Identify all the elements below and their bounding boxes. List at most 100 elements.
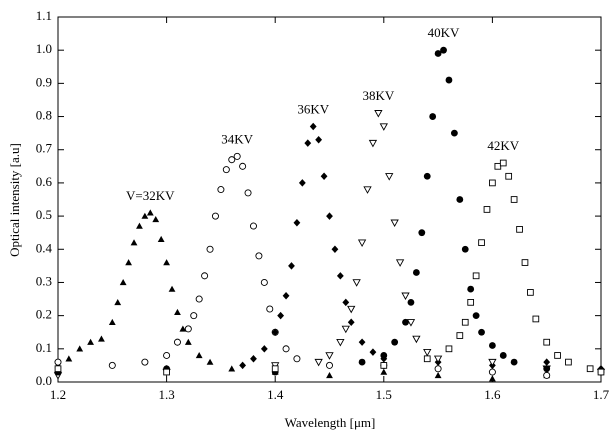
y-axis-title: Optical intensity [a.u] [7, 143, 22, 257]
series-label: 36KV [297, 101, 329, 116]
data-point [488, 358, 497, 367]
data-point [293, 218, 301, 227]
data-point [456, 196, 464, 203]
data-point [222, 166, 230, 174]
data-point [494, 162, 502, 170]
data-point [380, 362, 388, 369]
data-point [423, 348, 432, 357]
data-point [586, 365, 594, 373]
data-point [445, 76, 453, 84]
data-point [478, 328, 485, 336]
data-point [358, 358, 366, 366]
x-tick-label: 1.2 [50, 387, 66, 402]
data-point [260, 345, 268, 353]
data-point [130, 239, 138, 246]
data-point [195, 295, 203, 303]
data-point [190, 312, 198, 320]
data-point [331, 245, 339, 254]
x-tick-label: 1.4 [267, 387, 284, 402]
y-tick-label: 0.6 [36, 174, 53, 189]
data-point [54, 358, 62, 366]
data-point [233, 152, 241, 160]
data-point [163, 368, 170, 376]
data-point [174, 308, 181, 316]
y-tick-label: 0.7 [36, 141, 53, 156]
series-label: 34KV [221, 131, 253, 146]
data-point [402, 318, 409, 326]
data-point [320, 172, 328, 181]
data-point [543, 338, 551, 346]
data-point [141, 358, 149, 366]
data-point [114, 298, 122, 306]
data-point [390, 219, 399, 228]
data-point [406, 319, 416, 327]
data-point [510, 358, 518, 366]
data-point [597, 368, 605, 376]
data-point [141, 212, 149, 219]
data-point [239, 361, 247, 370]
data-point [293, 355, 301, 363]
data-point [87, 338, 94, 345]
data-point [76, 345, 84, 352]
data-point [358, 338, 366, 346]
y-tick-label: 0.4 [36, 240, 53, 255]
series-label: 38KV [362, 88, 394, 103]
data-point [157, 235, 165, 243]
data-point [505, 172, 513, 180]
data-point [125, 259, 132, 266]
data-point [260, 278, 268, 286]
data-point [499, 159, 507, 167]
x-tick-label: 1.7 [593, 387, 609, 402]
series-label: 40KV [428, 25, 460, 40]
data-point [352, 279, 361, 287]
x-tick-label: 1.3 [158, 387, 174, 402]
data-point [461, 245, 469, 253]
data-point [489, 179, 496, 187]
data-point [543, 371, 551, 379]
data-point [65, 355, 73, 362]
data-point [217, 186, 225, 194]
data-point [368, 139, 378, 148]
data-point [433, 355, 443, 364]
data-point [326, 212, 333, 220]
data-point [184, 325, 192, 333]
data-point [309, 122, 317, 131]
data-point [282, 291, 290, 300]
data-point [136, 222, 143, 229]
data-point [440, 46, 447, 54]
data-point [195, 352, 203, 359]
data-point [456, 332, 464, 339]
y-tick-label: 0.5 [36, 207, 52, 222]
series-label: V=32KV [126, 188, 175, 203]
data-point [418, 229, 426, 237]
data-point [434, 371, 442, 379]
data-point [173, 338, 181, 346]
data-point [489, 375, 496, 382]
data-point [326, 371, 333, 379]
data-point [249, 222, 257, 230]
y-tick-label: 0.8 [36, 108, 52, 123]
data-point [184, 338, 192, 345]
data-point [201, 272, 209, 280]
data-point [391, 338, 399, 346]
data-point [357, 239, 367, 247]
data-point [516, 226, 523, 233]
data-point [412, 269, 420, 276]
data-point [347, 318, 355, 327]
y-tick-label: 0.2 [36, 307, 52, 322]
y-tick-label: 0.1 [36, 340, 52, 355]
y-tick-label: 1.0 [36, 41, 52, 56]
data-point [336, 272, 344, 280]
data-point [467, 299, 475, 306]
data-point [499, 352, 507, 359]
data-point [250, 355, 257, 363]
data-point [434, 365, 442, 373]
data-point [266, 305, 274, 313]
data-point [244, 189, 252, 197]
data-point [543, 365, 551, 373]
data-point [342, 298, 350, 307]
data-point [206, 245, 214, 253]
data-point [429, 113, 437, 120]
